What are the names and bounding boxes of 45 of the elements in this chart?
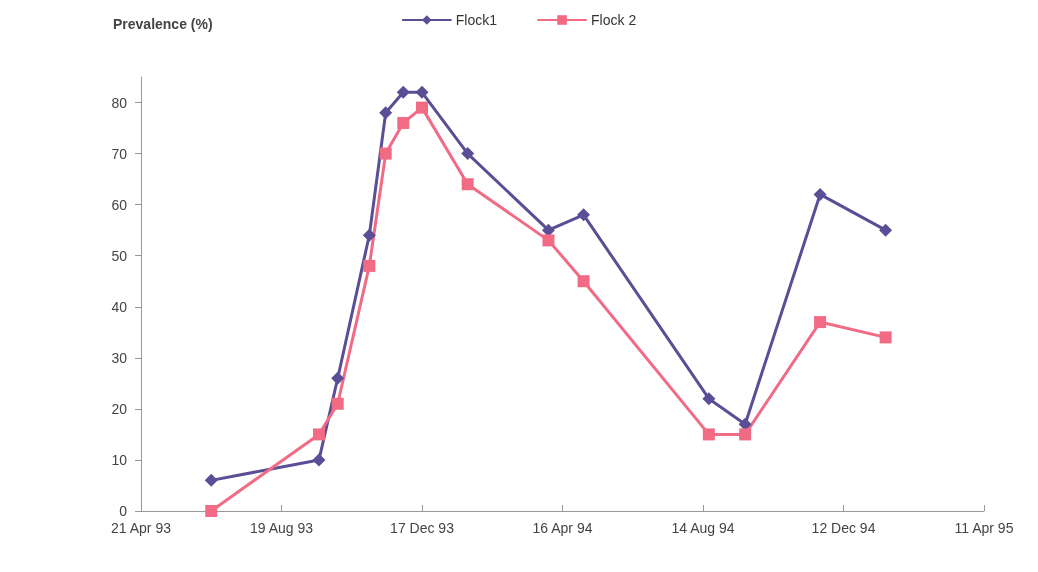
point [312, 428, 325, 441]
x-tick-label: 19 Aug 93 [249, 520, 314, 536]
point [379, 147, 392, 160]
y-tick-label: 40 [111, 298, 128, 315]
point [879, 223, 893, 237]
point [577, 208, 591, 222]
y-tick-label: 60 [111, 196, 128, 213]
point [205, 505, 218, 517]
point [702, 392, 716, 406]
point [577, 275, 590, 288]
x-tick-label: 16 Apr 94 [532, 520, 593, 536]
y-tick-label: 0 [119, 503, 128, 519]
point [814, 316, 827, 329]
y-tick-label: 70 [111, 145, 128, 162]
y-tick-label: 80 [111, 94, 128, 111]
x-tick-label: 14 Aug 94 [671, 520, 735, 536]
x-tick-label: 21 Apr 93 [111, 520, 172, 536]
point [813, 187, 827, 201]
x-tick-label: 11 Apr 95 [954, 520, 1014, 536]
point [204, 473, 218, 487]
y-tick-label: 20 [111, 400, 128, 417]
x-tick-label: 12 Dec 94 [811, 520, 876, 536]
point [331, 397, 344, 410]
legend-label: Flock 2 [591, 12, 637, 28]
y-tick-label: 50 [111, 247, 128, 264]
point [331, 371, 345, 385]
point [363, 259, 376, 272]
point [379, 106, 393, 120]
point [397, 116, 410, 129]
y-tick-label: 30 [111, 349, 128, 366]
point [312, 453, 326, 467]
legend-label: Flock1 [455, 12, 498, 28]
point [396, 85, 410, 99]
x-tick-label: 17 Dec 93 [390, 520, 455, 536]
point [416, 101, 428, 114]
point [542, 234, 555, 247]
y-tick-label: 10 [111, 451, 128, 468]
point [415, 85, 429, 99]
point [362, 228, 376, 242]
y-axis-title: Prevalence (%) [113, 16, 213, 32]
point [739, 428, 752, 441]
point [702, 428, 715, 441]
point [461, 178, 474, 191]
point [879, 331, 892, 344]
point [461, 147, 475, 161]
